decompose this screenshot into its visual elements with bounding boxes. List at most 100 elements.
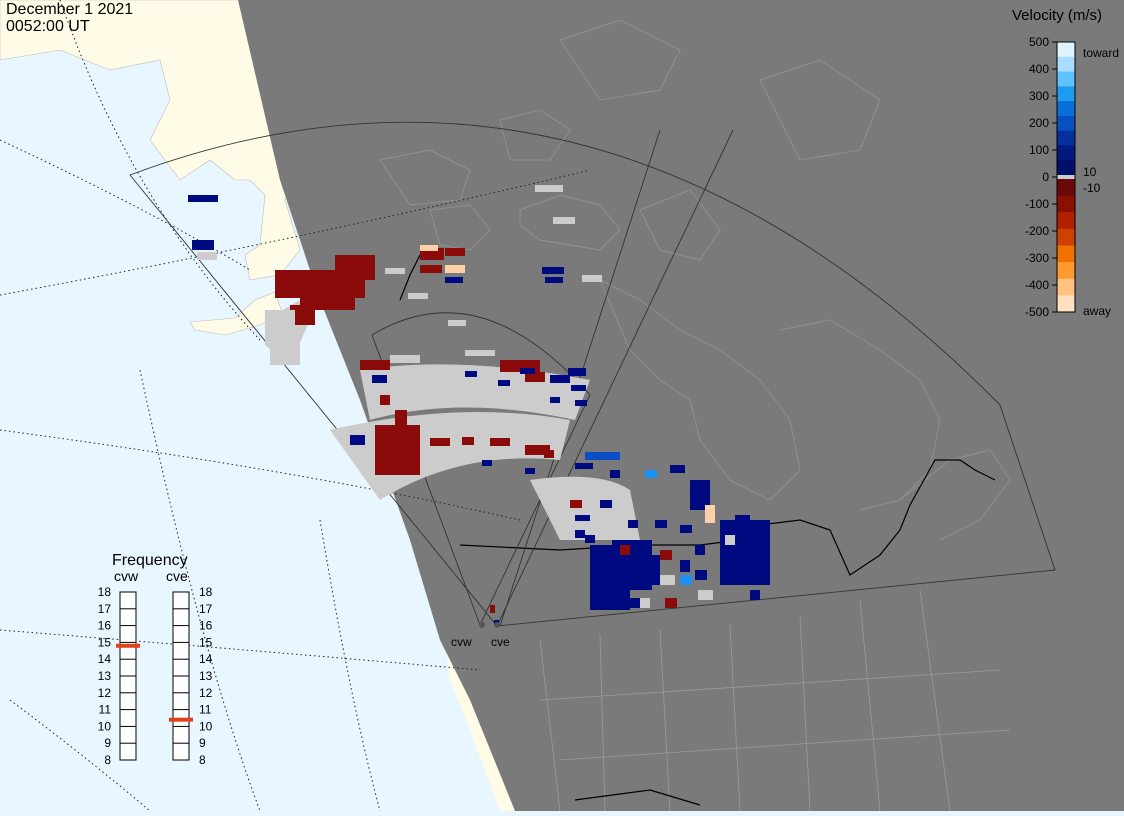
velocity-cell: [545, 277, 563, 283]
coastlines: [379, 19, 1011, 541]
velocity-cell: [640, 598, 650, 608]
frequency-cve-label: cve: [166, 568, 188, 584]
colorbar-segment: [1057, 245, 1075, 263]
colorbar-tick-label: -200: [1025, 224, 1049, 238]
velocity-cell: [265, 310, 295, 340]
velocity-cell: [290, 305, 315, 325]
colorbar-tick-label: 400: [1029, 62, 1049, 76]
frequency-scale-label: 18: [98, 585, 112, 599]
colorbar-tick-label: -300: [1025, 251, 1049, 265]
velocity-cell: [575, 400, 587, 406]
colorbar-zero-band: [1057, 175, 1075, 179]
colorbar-toward-label: toward: [1083, 46, 1119, 60]
velocity-cell: [575, 515, 590, 521]
velocity-cell: [482, 460, 492, 466]
colorbar-segment: [1057, 278, 1075, 296]
velocity-cell: [360, 360, 390, 370]
velocity-cell: [544, 450, 554, 458]
frequency-scale-label: 15: [199, 635, 213, 649]
velocity-cell: [465, 371, 477, 377]
velocity-cell: [670, 465, 685, 473]
colorbar-away-label: away: [1083, 304, 1111, 318]
velocity-cell: [490, 438, 510, 446]
velocity-cell: [645, 470, 657, 478]
velocity-cell: [725, 535, 735, 545]
velocity-cell: [197, 252, 217, 260]
velocity-cell: [350, 435, 365, 445]
velocity-cell: [525, 372, 545, 382]
velocity-cell: [660, 550, 672, 560]
velocity-cell: [445, 277, 463, 283]
radar-sites: cvw cve: [451, 622, 510, 649]
velocity-cell: [695, 570, 707, 580]
velocity-cell: [628, 598, 640, 608]
velocity-cell: [735, 515, 750, 550]
velocity-cell: [448, 320, 466, 326]
velocity-cell: [655, 520, 667, 528]
velocity-cell: [498, 380, 510, 386]
colorbar-tick-label: 100: [1029, 143, 1049, 157]
velocity-cell: [270, 340, 300, 365]
velocity-cell: [610, 470, 620, 478]
colorbar-segment: [1057, 115, 1075, 132]
velocity-cell: [698, 590, 713, 600]
radar-label-cvw: cvw: [451, 635, 472, 649]
frequency-scale-label: 11: [199, 703, 212, 717]
colorbar-segment: [1057, 42, 1075, 58]
velocity-cells: [188, 185, 770, 626]
velocity-cell: [395, 410, 407, 435]
velocity-cell: [535, 185, 563, 192]
colorbar-segment: [1057, 86, 1075, 102]
velocity-cell: [575, 463, 593, 469]
frequency-marker-cvw: [116, 643, 140, 648]
frequency-scale-label: 13: [98, 669, 112, 683]
colorbar-small-pos: 10: [1083, 165, 1097, 179]
velocity-cell: [408, 293, 428, 299]
colorbar-segment: [1057, 101, 1075, 117]
frequency-scale-label: 12: [199, 686, 213, 700]
velocity-cell: [620, 545, 630, 555]
frequency-scale-label: 16: [199, 619, 213, 633]
state-borders: [539, 589, 1011, 812]
colorbar-tick-label: -400: [1025, 278, 1049, 292]
velocity-cell: [582, 275, 602, 282]
velocity-cell: [335, 255, 375, 280]
colorbar-tick-label: 300: [1029, 89, 1049, 103]
velocity-cell: [445, 265, 465, 273]
country-borders: [399, 254, 996, 806]
velocity-cell: [465, 350, 495, 356]
colorbar-segment: [1057, 179, 1075, 197]
velocity-cell: [705, 505, 715, 523]
colorbar-title: Velocity (m/s): [1012, 7, 1102, 24]
frequency-scale-label: 8: [104, 753, 111, 767]
velocity-cell: [690, 480, 710, 510]
velocity-cell: [390, 355, 420, 363]
colorbar-tick-label: 0: [1042, 170, 1049, 184]
colorbar-segment: [1057, 212, 1075, 230]
colorbar-segment: [1057, 195, 1075, 213]
velocity-cell: [550, 375, 570, 383]
velocity-cell: [660, 575, 675, 585]
velocity-cell: [665, 598, 677, 608]
velocity-cell: [525, 468, 535, 474]
colorbar-tick-label: 500: [1029, 35, 1049, 49]
velocity-cell: [490, 605, 495, 613]
frequency-scale-label: 9: [104, 736, 111, 750]
velocity-cell: [568, 368, 586, 376]
frequency-scale-label: 10: [199, 719, 213, 733]
night-region: [238, 0, 1124, 811]
velocity-cell: [695, 545, 705, 555]
velocity-cell: [570, 500, 582, 508]
frequency-cvw-label: cvw: [114, 568, 139, 584]
velocity-cell: [520, 368, 535, 374]
frequency-panel: Frequency cvw cve 18 18 17 17 16 16 15 15 14 14 13…: [98, 552, 213, 767]
velocity-cell: [553, 217, 575, 224]
frequency-scale-label: 14: [199, 652, 213, 666]
frequency-scale-label: 14: [98, 652, 112, 666]
velocity-cell: [680, 560, 690, 572]
frequency-title: Frequency: [112, 552, 188, 569]
velocity-cell: [628, 520, 638, 528]
date-label: December 1 2021: [6, 1, 134, 18]
